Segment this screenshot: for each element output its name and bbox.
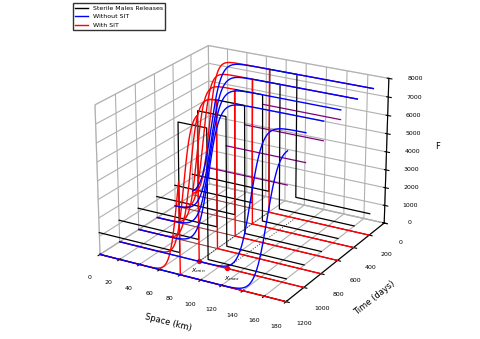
X-axis label: Space (km): Space (km)	[144, 313, 192, 333]
Y-axis label: Time (days): Time (days)	[351, 279, 396, 317]
Legend: Sterile Males Releases, Without SIT, With SIT: Sterile Males Releases, Without SIT, Wit…	[72, 3, 165, 30]
